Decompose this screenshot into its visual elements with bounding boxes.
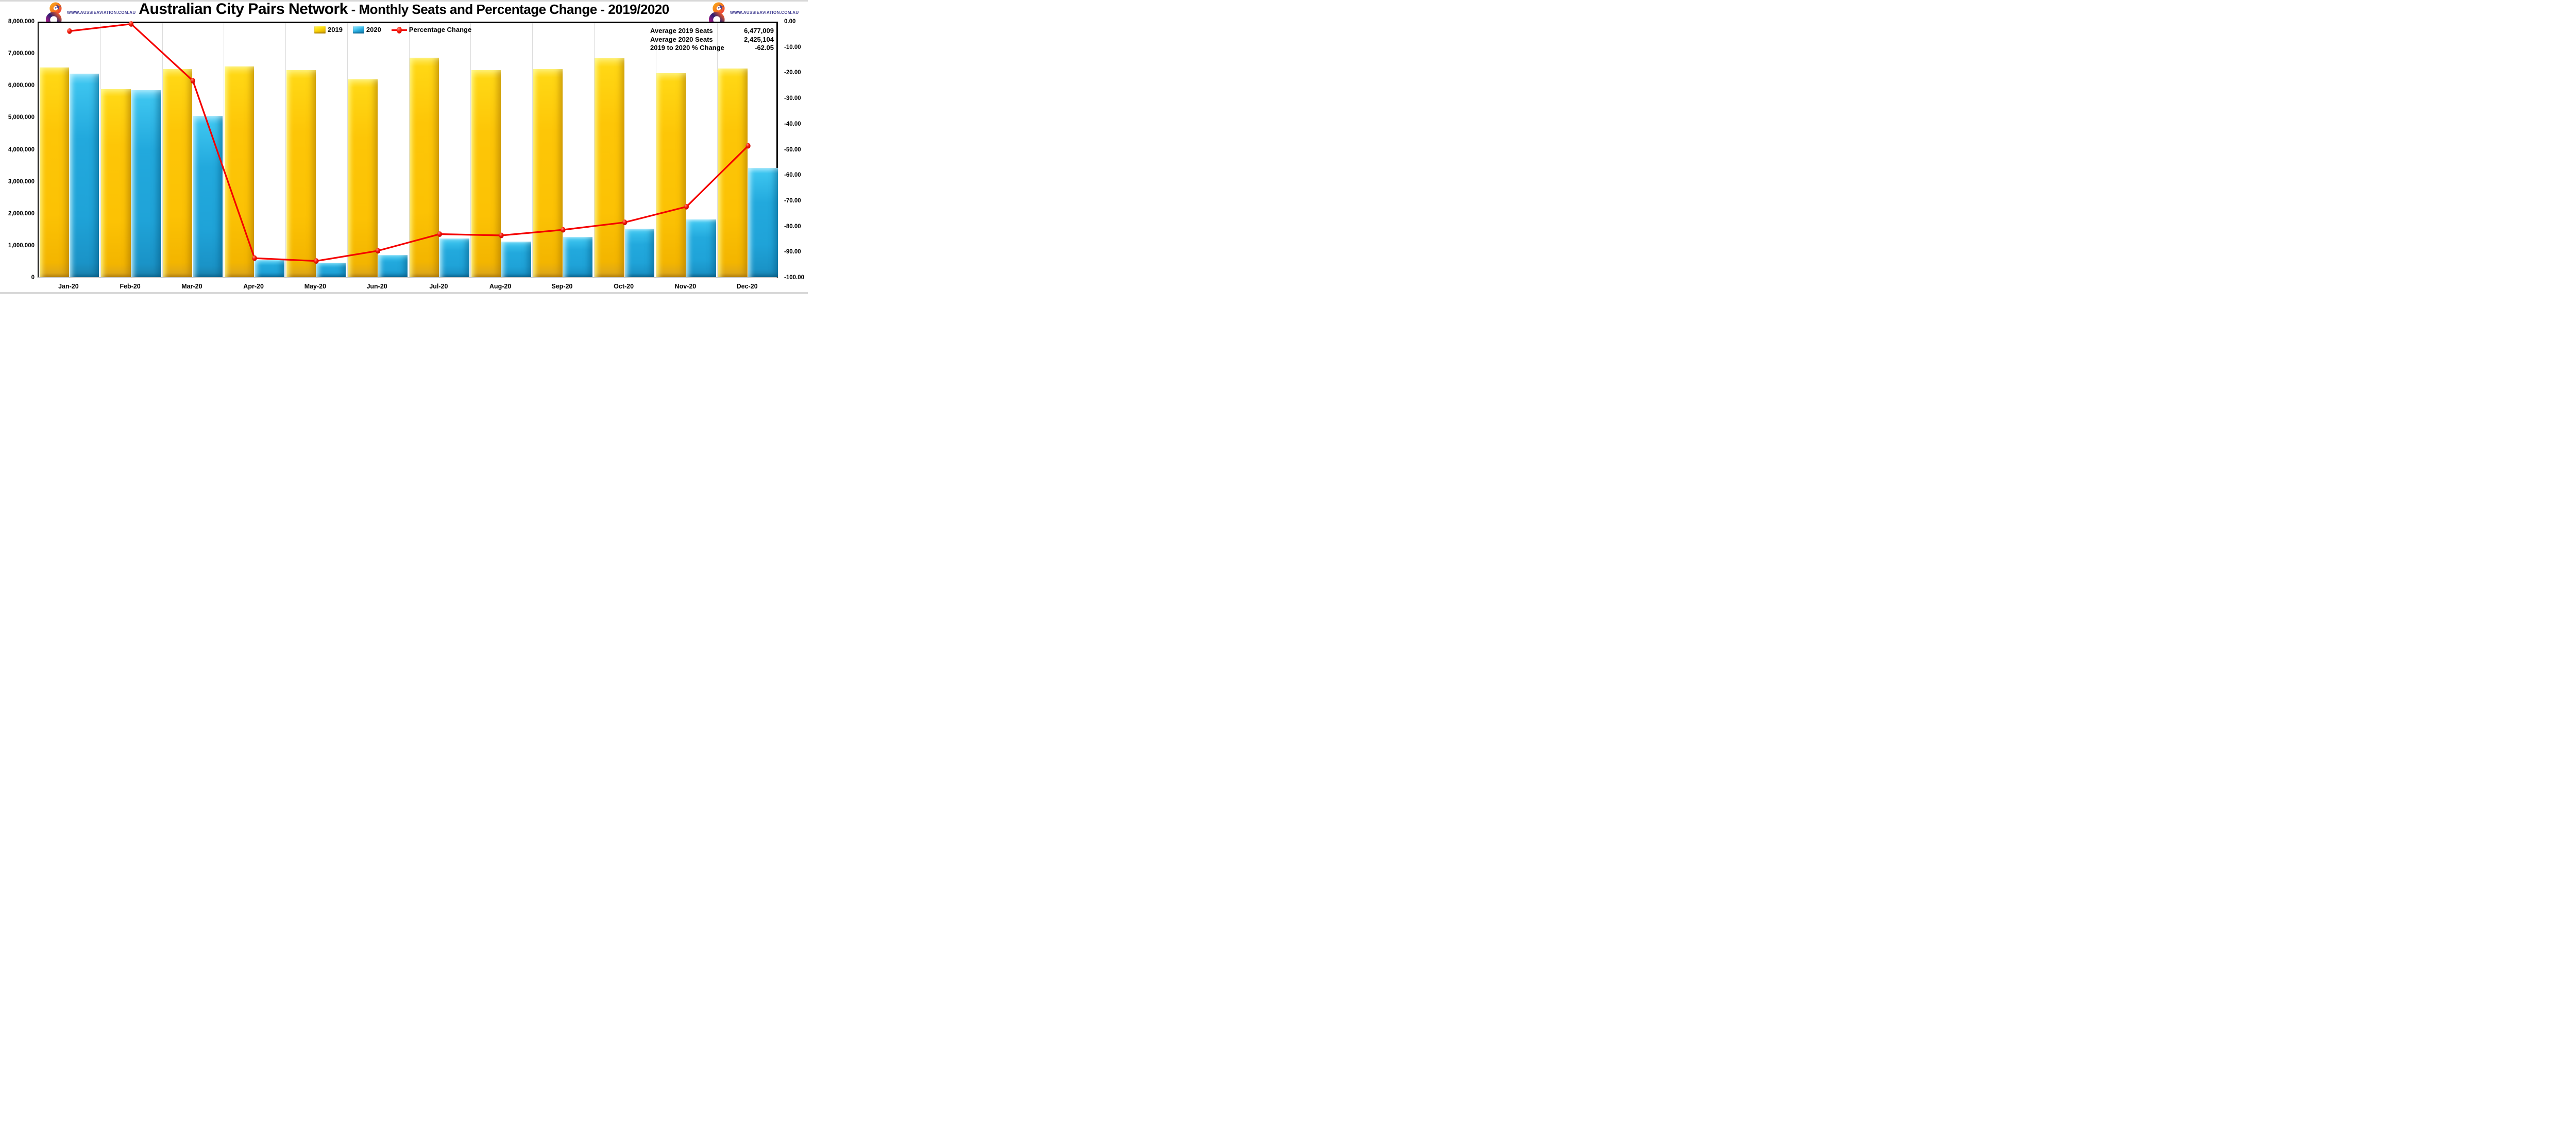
legend-label-percentage-change: Percentage Change bbox=[409, 26, 472, 33]
bar-2020-Nov-20 bbox=[686, 219, 716, 277]
y-left-tick: 1,000,000 bbox=[8, 242, 35, 249]
bar-2020-Aug-20 bbox=[501, 242, 531, 277]
legend-line-marker-icon bbox=[391, 26, 407, 33]
swirl-8-plane-icon: ✈ bbox=[45, 2, 63, 28]
plot-inner bbox=[39, 21, 778, 277]
legend-item-percentage-change: Percentage Change bbox=[391, 26, 472, 33]
legend-label-2019: 2019 bbox=[328, 26, 343, 33]
bar-2019-Jul-20 bbox=[410, 57, 439, 277]
page-bottom-edge bbox=[0, 292, 808, 294]
bar-2019-Sep-20 bbox=[533, 69, 563, 277]
bar-2020-May-20 bbox=[316, 262, 346, 277]
y-left-tick: 2,000,000 bbox=[8, 210, 35, 217]
y-right-tick: -100.00 bbox=[784, 275, 805, 281]
line-marker-Feb-20 bbox=[129, 21, 134, 27]
y-right-tick: 0.00 bbox=[784, 19, 796, 25]
title-subtitle: - Monthly Seats and Percentage Change - … bbox=[347, 2, 670, 17]
legend-label-2020: 2020 bbox=[366, 26, 381, 33]
x-label-Feb-20: Feb-20 bbox=[120, 283, 141, 290]
logo-url-text: WWW.AUSSIEAVIATION.COM.AU bbox=[730, 10, 799, 15]
y-right-tick: -90.00 bbox=[784, 249, 801, 255]
bar-2020-Oct-20 bbox=[624, 228, 654, 277]
legend-item-2020: 2020 bbox=[352, 26, 381, 33]
summary-stats: Average 2019 Seats 6,477,009 Average 202… bbox=[650, 27, 774, 53]
stat-row-avg-2019: Average 2019 Seats 6,477,009 bbox=[650, 27, 774, 36]
y-right-tick: -80.00 bbox=[784, 223, 801, 230]
svg-text:✈: ✈ bbox=[717, 3, 726, 13]
bar-2019-Mar-20 bbox=[163, 69, 193, 277]
bar-2019-Oct-20 bbox=[595, 58, 624, 277]
x-label-Oct-20: Oct-20 bbox=[614, 283, 634, 290]
bar-2020-Sep-20 bbox=[563, 237, 593, 277]
bar-2019-Jan-20 bbox=[39, 67, 69, 277]
stat-label: Average 2019 Seats bbox=[650, 27, 713, 35]
x-label-Jun-20: Jun-20 bbox=[366, 283, 387, 290]
bar-2019-Nov-20 bbox=[656, 73, 686, 277]
aussie-aviation-logo-right: ✈ WWW.AUSSIEAVIATION.COM.AU bbox=[708, 2, 799, 29]
stat-label: Average 2020 Seats bbox=[650, 35, 713, 43]
y-left-tick: 0 bbox=[31, 275, 35, 281]
bar-2019-Jun-20 bbox=[348, 79, 378, 277]
chart-legend: 2019 2020 Percentage Change bbox=[314, 26, 471, 33]
chart-canvas: ✈ WWW.AUSSIEAVIATION.COM.AU ✈ WWW.AUSSIE… bbox=[0, 0, 808, 294]
bar-2019-Dec-20 bbox=[718, 68, 748, 277]
legend-item-2019: 2019 bbox=[314, 26, 343, 33]
bar-2020-Jan-20 bbox=[69, 74, 99, 277]
y-left-tick: 5,000,000 bbox=[8, 114, 35, 121]
bar-2019-May-20 bbox=[286, 70, 316, 277]
y-left-tick: 4,000,000 bbox=[8, 146, 35, 153]
bar-2020-Mar-20 bbox=[193, 115, 223, 277]
bar-2020-Apr-20 bbox=[255, 260, 284, 277]
bar-2019-Feb-20 bbox=[101, 89, 131, 277]
bar-2019-Apr-20 bbox=[224, 66, 255, 277]
x-label-Sep-20: Sep-20 bbox=[551, 283, 573, 290]
page-top-edge bbox=[0, 0, 808, 2]
y-left-tick: 8,000,000 bbox=[8, 19, 35, 25]
legend-swatch-2020-icon bbox=[352, 26, 364, 33]
line-marker-Jan-20 bbox=[67, 28, 72, 34]
x-label-May-20: May-20 bbox=[304, 283, 327, 290]
y-right-tick: -10.00 bbox=[784, 44, 801, 50]
stat-label: 2019 to 2020 % Change bbox=[650, 44, 724, 52]
x-label-Dec-20: Dec-20 bbox=[736, 283, 758, 290]
legend-swatch-2019-icon bbox=[314, 26, 326, 33]
y-right-tick: -70.00 bbox=[784, 197, 801, 204]
y-left-tick: 7,000,000 bbox=[8, 50, 35, 57]
x-label-Nov-20: Nov-20 bbox=[674, 283, 697, 290]
stat-value: 2,425,104 bbox=[744, 35, 774, 43]
bar-2020-Feb-20 bbox=[131, 90, 161, 277]
bar-2019-Aug-20 bbox=[471, 70, 501, 277]
y-left-tick: 3,000,000 bbox=[8, 178, 35, 185]
x-label-Aug-20: Aug-20 bbox=[489, 283, 512, 290]
plot-area bbox=[38, 21, 778, 278]
bar-2020-Dec-20 bbox=[748, 168, 778, 277]
title-main: Australian City Pairs Network bbox=[139, 1, 348, 18]
svg-text:✈: ✈ bbox=[54, 3, 63, 13]
logo-url-text: WWW.AUSSIEAVIATION.COM.AU bbox=[67, 10, 136, 15]
stat-value: 6,477,009 bbox=[744, 27, 774, 35]
stat-row-avg-2020: Average 2020 Seats 2,425,104 bbox=[650, 36, 774, 44]
y-right-tick: -20.00 bbox=[784, 70, 801, 76]
bar-2020-Jul-20 bbox=[439, 238, 469, 277]
y-right-tick: -50.00 bbox=[784, 146, 801, 153]
x-label-Mar-20: Mar-20 bbox=[181, 283, 202, 290]
y-left-tick: 6,000,000 bbox=[8, 82, 35, 89]
aussie-aviation-logo-left: ✈ WWW.AUSSIEAVIATION.COM.AU bbox=[45, 2, 135, 29]
stat-row-pct-change: 2019 to 2020 % Change -62.05 bbox=[650, 44, 774, 53]
x-label-Jul-20: Jul-20 bbox=[429, 283, 448, 290]
swirl-8-plane-icon: ✈ bbox=[708, 2, 726, 28]
x-label-Apr-20: Apr-20 bbox=[243, 283, 264, 290]
stat-value: -62.05 bbox=[755, 44, 774, 52]
x-label-Jan-20: Jan-20 bbox=[58, 283, 79, 290]
y-right-tick: -30.00 bbox=[784, 95, 801, 102]
bar-2020-Jun-20 bbox=[378, 255, 408, 277]
y-right-tick: -60.00 bbox=[784, 172, 801, 179]
page-title: Australian City Pairs Network - Monthly … bbox=[0, 1, 808, 18]
y-right-tick: -40.00 bbox=[784, 121, 801, 127]
